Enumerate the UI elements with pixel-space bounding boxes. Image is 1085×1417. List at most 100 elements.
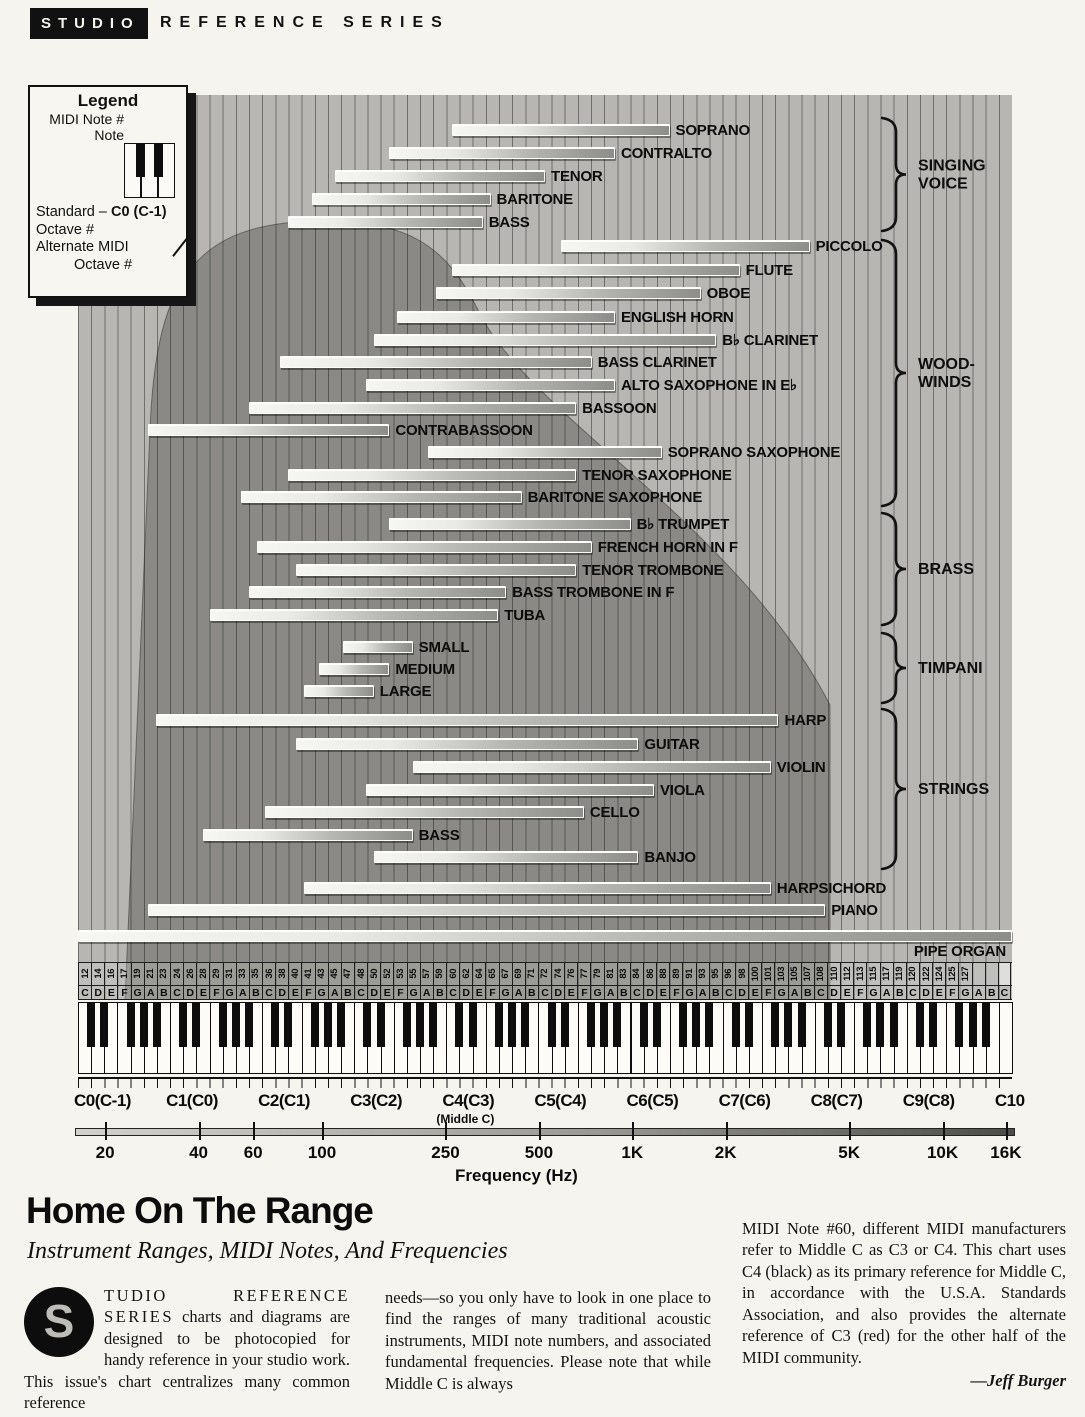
range-bar-small xyxy=(342,641,413,653)
midi-number-cell: 115 xyxy=(866,963,880,985)
dropcap-letter: S xyxy=(43,1295,75,1348)
midi-number-cell: 93 xyxy=(695,963,709,985)
midi-number: 53 xyxy=(394,969,406,979)
note-letter: B xyxy=(987,986,996,999)
midi-number-cell xyxy=(997,963,1011,985)
black-key xyxy=(836,1002,845,1047)
note-letter-cell: D xyxy=(643,986,657,999)
midi-number: 107 xyxy=(802,966,814,982)
legend-alternate-octave: Octave # xyxy=(74,257,133,274)
range-bar-soprano-saxophone xyxy=(428,446,662,458)
range-bar-contralto xyxy=(389,147,616,159)
black-key xyxy=(455,1002,464,1047)
note-letter: F xyxy=(673,986,680,999)
group-label-brass: BRASS xyxy=(918,561,974,578)
octave-label-c6c5: C6(C5) xyxy=(626,1091,679,1110)
midi-number: 26 xyxy=(184,969,196,979)
octave-label-c3c2: C3(C2) xyxy=(350,1091,403,1110)
midi-number: 127 xyxy=(959,966,971,982)
note-letter: A xyxy=(606,986,615,999)
black-key xyxy=(692,1002,701,1047)
bar-label-bass: BASS xyxy=(488,214,530,231)
bar-label-tenor-saxophone: TENOR SAXOPHONE xyxy=(582,467,732,484)
midi-number-cell: 112 xyxy=(840,963,854,985)
range-bar-soprano xyxy=(451,124,670,136)
midi-number: 16 xyxy=(105,969,117,979)
bar-label-tuba: TUBA xyxy=(504,607,546,624)
midi-number-cell: 89 xyxy=(669,963,683,985)
note-letter-cell: B xyxy=(708,986,722,999)
range-bar-medium xyxy=(319,663,390,675)
black-key xyxy=(889,1002,898,1047)
note-letter: E xyxy=(751,986,759,999)
midi-number-cell: 26 xyxy=(183,963,197,985)
note-letter: G xyxy=(961,986,970,999)
note-letter-cell: C xyxy=(445,986,460,999)
note-letter-cell: F xyxy=(577,986,591,999)
legend-standard-line: Standard – C0 (C-1) Octave # Alternate M… xyxy=(36,204,180,275)
group-label-strings: STRINGS xyxy=(918,781,989,798)
group-brace xyxy=(880,631,907,705)
freq-tick-60 xyxy=(253,1122,256,1140)
note-letter: F xyxy=(489,986,496,999)
note-letter-cell: G xyxy=(406,986,420,999)
range-bars-layer: SOPRANO CONTRALTO TENOR BARITONE BASS PICCOLO… xyxy=(78,95,1012,1000)
octave-label-c0c1: C0(C-1) xyxy=(74,1091,131,1110)
note-letter: E xyxy=(843,986,851,999)
article-col1-text: charts and diagrams are designed to be p… xyxy=(24,1307,350,1413)
bar-label-harp: HARP xyxy=(784,712,827,729)
note-letter-cell: D xyxy=(459,986,473,999)
note-letter-cell: B xyxy=(892,986,906,999)
middle-c-note: (Middle C) xyxy=(436,1112,495,1126)
midi-number-cell: 64 xyxy=(472,963,486,985)
black-key xyxy=(744,1002,753,1047)
midi-number: 84 xyxy=(631,969,643,979)
midi-number-cell: 40 xyxy=(288,963,302,985)
bar-label-violin: VIOLIN xyxy=(776,759,826,776)
midi-number: 96 xyxy=(723,969,735,979)
bar-label-soprano: SOPRANO xyxy=(675,122,751,139)
bar-label-bass-trombone-in-f: BASS TROMBONE IN F xyxy=(512,584,675,601)
range-bar-baritone-saxophone xyxy=(241,491,522,503)
midi-number-cell: 67 xyxy=(498,963,512,985)
note-letter-cell: B xyxy=(156,986,170,999)
article-title: Home On The Range xyxy=(26,1190,374,1231)
note-letter: G xyxy=(501,986,510,999)
note-letter-cell: A xyxy=(971,986,985,999)
range-bar-harpsichord xyxy=(303,882,771,894)
bar-label-viola: VIOLA xyxy=(659,782,705,799)
midi-number: 125 xyxy=(946,966,958,982)
bar-label-alto-saxophone-in-e-: ALTO SAXOPHONE IN E♭ xyxy=(621,377,797,394)
midi-number-cell: 29 xyxy=(209,963,223,985)
midi-number: 72 xyxy=(539,969,551,979)
midi-number-cell: 55 xyxy=(406,963,420,985)
midi-number-cell: 124 xyxy=(932,963,946,985)
midi-number-cell: 19 xyxy=(130,963,144,985)
article-column-3: MIDI Note #60, different MIDI manufactur… xyxy=(742,1218,1066,1392)
banner-studio-text: STUDIO xyxy=(41,15,140,32)
freq-tick-5k xyxy=(849,1122,852,1140)
black-key xyxy=(639,1002,648,1047)
midi-number-cell: 38 xyxy=(275,963,289,985)
bar-label-contralto: CONTRALTO xyxy=(621,145,713,162)
range-bar-viola xyxy=(365,784,654,796)
note-letter: F xyxy=(121,986,128,999)
range-bar-tuba xyxy=(210,609,499,621)
note-letter-cell: G xyxy=(590,986,604,999)
black-key xyxy=(968,1002,977,1047)
midi-number-cell: 31 xyxy=(222,963,236,985)
black-key xyxy=(600,1002,609,1047)
legend-mini-keyboard xyxy=(124,143,177,198)
note-letter: D xyxy=(186,986,194,999)
note-letter: G xyxy=(869,986,878,999)
black-key xyxy=(876,1002,885,1047)
midi-number-cell: 91 xyxy=(682,963,696,985)
midi-number: 101 xyxy=(762,966,774,982)
bar-label-contrabassoon: CONTRABASSOON xyxy=(395,422,533,439)
midi-number: 122 xyxy=(920,966,932,982)
note-letter-cell: G xyxy=(130,986,144,999)
freq-tick-label-5k: 5K xyxy=(838,1143,860,1162)
range-bar-large xyxy=(303,685,374,697)
note-letter-cell: B xyxy=(524,986,538,999)
